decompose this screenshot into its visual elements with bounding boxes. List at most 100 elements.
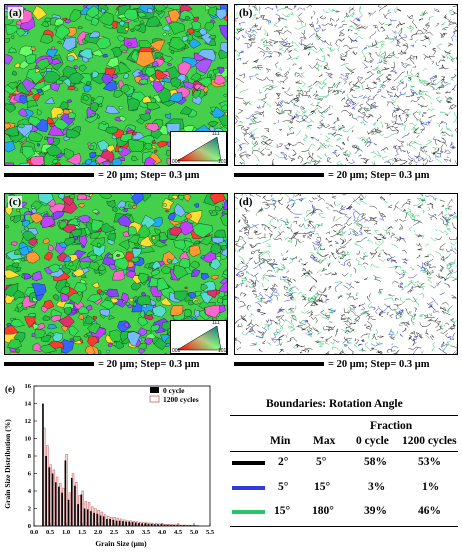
y-tick-label: 2: [28, 506, 31, 513]
bar-0-cycle: [45, 456, 47, 526]
ipf-key-left-label: 001: [172, 159, 180, 165]
scale-text-c: = 20 μm; Step= 0.3 μm: [98, 359, 199, 370]
boundary-map-d: (d): [234, 193, 458, 355]
y-tick-label: 10: [25, 436, 32, 443]
y-tick-label: 6: [28, 471, 32, 478]
table-header-rule: [230, 451, 458, 452]
legend-swatch-1200-cycles: [150, 396, 159, 402]
bar-0-cycle: [52, 474, 54, 527]
scale-text-b: = 20 μm; Step= 0.3 μm: [328, 170, 429, 181]
bar-0-cycle: [122, 521, 124, 526]
legend-label-1200-cycles: 1200 cycles: [163, 395, 199, 404]
bar-0-cycle: [100, 516, 102, 527]
row-high-min: 15°: [274, 505, 290, 517]
bar-0-cycle: [84, 509, 86, 527]
panel-label-c: (c): [8, 196, 22, 208]
bar-0-cycle: [106, 519, 108, 526]
bar-0-cycle: [77, 504, 79, 526]
row-swatch-high: [232, 510, 265, 514]
row-high-max: 180°: [312, 505, 334, 517]
bar-0-cycle: [71, 478, 73, 526]
ipf-key-top-label: 111: [212, 320, 220, 326]
x-tick-label: 2.0: [94, 529, 102, 536]
table-top-rule: [230, 415, 458, 416]
scale-text-d: = 20 μm; Step= 0.3 μm: [328, 359, 429, 370]
scale-bar-d: = 20 μm; Step= 0.3 μm: [234, 357, 429, 371]
row-mid-0-cycle: 3%: [368, 481, 385, 493]
x-tick-label: 5.0: [190, 529, 198, 536]
ipf-key-left-label: 001: [172, 348, 180, 354]
bar-0-cycle: [74, 486, 76, 526]
panel-label-e: (e): [5, 384, 15, 394]
row-swatch-mid: [232, 486, 265, 490]
boundary-map-d-image: [235, 194, 458, 355]
bar-0-cycle: [58, 487, 60, 526]
boundary-table: Boundaries: Rotation Angle Fraction Min …: [230, 398, 458, 528]
panel-label-d: (d): [238, 196, 253, 208]
bar-0-cycle: [61, 493, 63, 526]
col-header-1200-cycles: 1200 cycles: [402, 435, 457, 447]
row-high-0-cycle: 39%: [364, 505, 387, 517]
bar-0-cycle: [93, 513, 95, 526]
bar-0-cycle: [103, 516, 105, 526]
x-tick-label: 2.5: [110, 529, 119, 536]
bar-0-cycle: [49, 467, 51, 526]
scale-bar-a: = 20 μm; Step= 0.3 μm: [4, 168, 199, 182]
ipf-color-key-a: 111 001 101: [170, 131, 227, 165]
panel-label-b: (b): [238, 7, 253, 19]
bar-0-cycle: [135, 523, 137, 527]
ipf-key-right-label: 101: [218, 348, 226, 354]
ipf-key-right-label: 101: [218, 159, 226, 165]
row-mid-max: 15°: [314, 481, 330, 493]
scale-text-a: = 20 μm; Step= 0.3 μm: [98, 170, 199, 181]
y-tick-label: 0: [28, 523, 31, 530]
row-mid-min: 5°: [278, 481, 288, 493]
y-tick-label: 12: [25, 418, 32, 425]
x-tick-label: 3.0: [126, 529, 134, 536]
legend-swatch-0-cycle: [150, 387, 159, 393]
x-tick-label: 4.0: [158, 529, 166, 536]
bar-0-cycle: [42, 404, 44, 527]
fraction-header: Fraction: [370, 420, 412, 432]
x-tick-label: 5.5: [206, 529, 215, 536]
col-header-max: Max: [313, 435, 335, 447]
bar-0-cycle: [65, 460, 67, 526]
ipf-map-a: (a) 111 001 101: [4, 4, 228, 166]
bar-0-cycle: [81, 495, 83, 527]
bar-0-cycle: [119, 521, 121, 526]
legend-label-0-cycle: 0 cycle: [163, 386, 185, 395]
y-tick-label: 4: [28, 488, 32, 495]
row-low-min: 2°: [278, 456, 288, 468]
table-bottom-rule: [230, 526, 458, 527]
bar-0-cycle: [138, 523, 140, 526]
bar-0-cycle: [55, 482, 57, 526]
chart-legend: 0 cycle 1200 cycles: [150, 386, 199, 404]
x-tick-label: 3.5: [142, 529, 151, 536]
bar-0-cycle: [116, 521, 118, 526]
x-tick-label: 0.5: [46, 529, 55, 536]
col-header-min: Min: [270, 435, 290, 447]
x-tick-label: 1.0: [62, 529, 70, 536]
panel-label-a: (a): [8, 7, 23, 19]
bar-0-cycle: [125, 522, 127, 526]
bar-0-cycle: [68, 500, 70, 526]
ipf-map-c: (c) 111 001 101: [4, 193, 228, 355]
y-tick-label: 14: [25, 401, 32, 408]
ipf-color-key-c: 111 001 101: [170, 320, 227, 354]
row-swatch-low: [232, 461, 265, 465]
bar-0-cycle: [87, 509, 89, 526]
row-high-1200-cycles: 46%: [418, 505, 441, 517]
x-axis-label: Grain Size (μm): [95, 539, 147, 548]
bar-0-cycle: [132, 522, 134, 526]
y-tick-label: 16: [25, 383, 32, 390]
boundary-map-b: (b): [234, 4, 458, 166]
bar-0-cycle: [109, 519, 111, 526]
y-axis-label: Grain Size Distribution (%): [3, 419, 12, 509]
row-low-0-cycle: 58%: [364, 456, 387, 468]
x-tick-label: 1.5: [78, 529, 87, 536]
scale-bar-b: = 20 μm; Step= 0.3 μm: [234, 168, 429, 182]
scale-bar-c: = 20 μm; Step= 0.3 μm: [4, 357, 199, 371]
x-tick-label: 4.5: [174, 529, 183, 536]
col-header-0-cycle: 0 cycle: [356, 435, 389, 447]
